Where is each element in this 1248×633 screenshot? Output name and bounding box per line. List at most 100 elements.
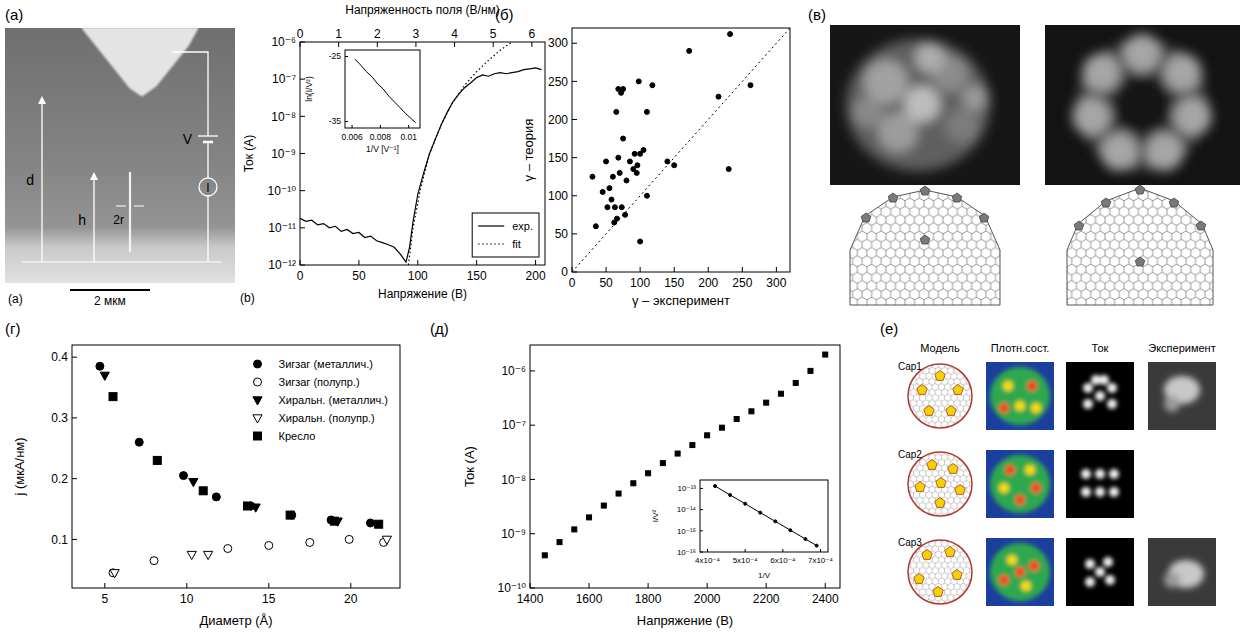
data-area (542, 352, 827, 558)
y-tick-label: 250 (548, 75, 568, 89)
arrow-head (38, 96, 46, 104)
pentagon (924, 406, 934, 416)
cap-model-cell (906, 362, 974, 430)
battery-plate (198, 135, 218, 136)
x2-tick-label: 4 (451, 27, 458, 41)
sub-tag: (b) (240, 291, 255, 305)
blob (1112, 75, 1172, 135)
x-tick (352, 125, 353, 128)
x-tick-label: 2400 (812, 592, 839, 606)
fn-inset: 0.0060.0080.01-25-351/V [V⁻¹]ln(I/V²) (304, 50, 420, 154)
marker (572, 527, 577, 532)
tem-blobs (846, 39, 990, 171)
x-tick-label: 1600 (576, 592, 603, 606)
tem-background (830, 25, 1020, 185)
y-tick (300, 190, 305, 191)
pentagon (953, 385, 963, 395)
pentagon (922, 550, 932, 560)
pentagon (914, 574, 924, 584)
tem-right (1072, 34, 1211, 171)
data-area (300, 42, 541, 265)
marker (804, 538, 807, 541)
marker (135, 438, 143, 446)
figure: (a)(б)(в)(г)(д)(е)dh2rVI2 мкм(a)05010015… (0, 0, 1248, 633)
dos-spot (1007, 555, 1017, 565)
x-tick (782, 549, 783, 552)
marker (617, 170, 622, 175)
plot-frame (572, 28, 790, 272)
gamma-chart: 050100150200250300050100150200250300γ – … (521, 28, 790, 308)
marker (366, 519, 374, 527)
pentagon (1074, 221, 1084, 230)
y-tick-label: 100 (548, 189, 568, 203)
plot-frame (345, 50, 420, 128)
y-tick (700, 509, 703, 510)
marker (823, 352, 828, 357)
marker (605, 205, 610, 210)
y-axis-title: I/V² (651, 509, 660, 522)
sem-label: 2r (113, 213, 124, 227)
marker (672, 163, 677, 168)
current-map (1081, 469, 1119, 497)
marker (719, 425, 724, 430)
pentagon (888, 193, 898, 202)
x2-tick-label: 0 (297, 27, 304, 41)
arrow-line (41, 102, 42, 262)
sem-label: d (26, 172, 34, 188)
legend-label: Кресло (279, 430, 316, 442)
y-tick-label: 0.2 (51, 472, 68, 486)
legend-marker (254, 378, 262, 386)
x-tick (380, 125, 381, 128)
pentagon (955, 485, 965, 495)
marker (610, 174, 615, 179)
marker (624, 178, 629, 183)
current-spot (1095, 487, 1105, 497)
x-tick (358, 260, 359, 265)
hex-fill (906, 362, 974, 430)
plot-frame (300, 42, 545, 265)
wire (207, 142, 208, 178)
x-tick-label: 10 (180, 592, 194, 606)
marker (265, 541, 273, 549)
y-tick (572, 195, 577, 196)
column-header: Эксперимент (1148, 342, 1215, 354)
marker (612, 205, 617, 210)
y-tick (530, 533, 535, 534)
x-tick-label: 50 (599, 276, 613, 290)
x-tick (707, 549, 708, 552)
marker (243, 502, 251, 510)
tip (82, 28, 198, 96)
blob (1174, 98, 1212, 136)
legend-label: fit (512, 238, 521, 250)
current-spot (1083, 399, 1093, 409)
marker (100, 372, 109, 380)
y-tick-label: 10⁻⁹ (501, 527, 526, 541)
marker (778, 391, 783, 396)
blob (1164, 54, 1202, 92)
x-tick-label: 150 (467, 269, 487, 283)
marker (646, 471, 651, 476)
current-spot (1107, 383, 1117, 393)
marker (110, 570, 119, 578)
y-tick-label: 0.4 (51, 350, 68, 364)
y-tick-label: 10⁻⁷ (272, 72, 296, 86)
x-tick-label: 0.008 (370, 132, 392, 142)
pentagon (927, 460, 937, 470)
y-tick (72, 417, 77, 418)
x-tick (648, 583, 649, 588)
panel-label: (a) (5, 6, 23, 23)
x-tick-label: 0 (569, 276, 576, 290)
row-label: Cap1 (898, 361, 922, 372)
current-spot (1095, 469, 1105, 479)
tem-blobs (1072, 34, 1211, 171)
blob (853, 97, 883, 127)
baseline (22, 261, 222, 262)
marker (330, 517, 338, 525)
x-tick (776, 267, 777, 272)
pentagon (1135, 185, 1145, 194)
pentagon (952, 570, 962, 580)
x-tick-label: 0.006 (341, 132, 363, 142)
marker (189, 478, 198, 486)
pentagon (917, 385, 927, 395)
x2-tick-label: 6 (529, 27, 536, 41)
